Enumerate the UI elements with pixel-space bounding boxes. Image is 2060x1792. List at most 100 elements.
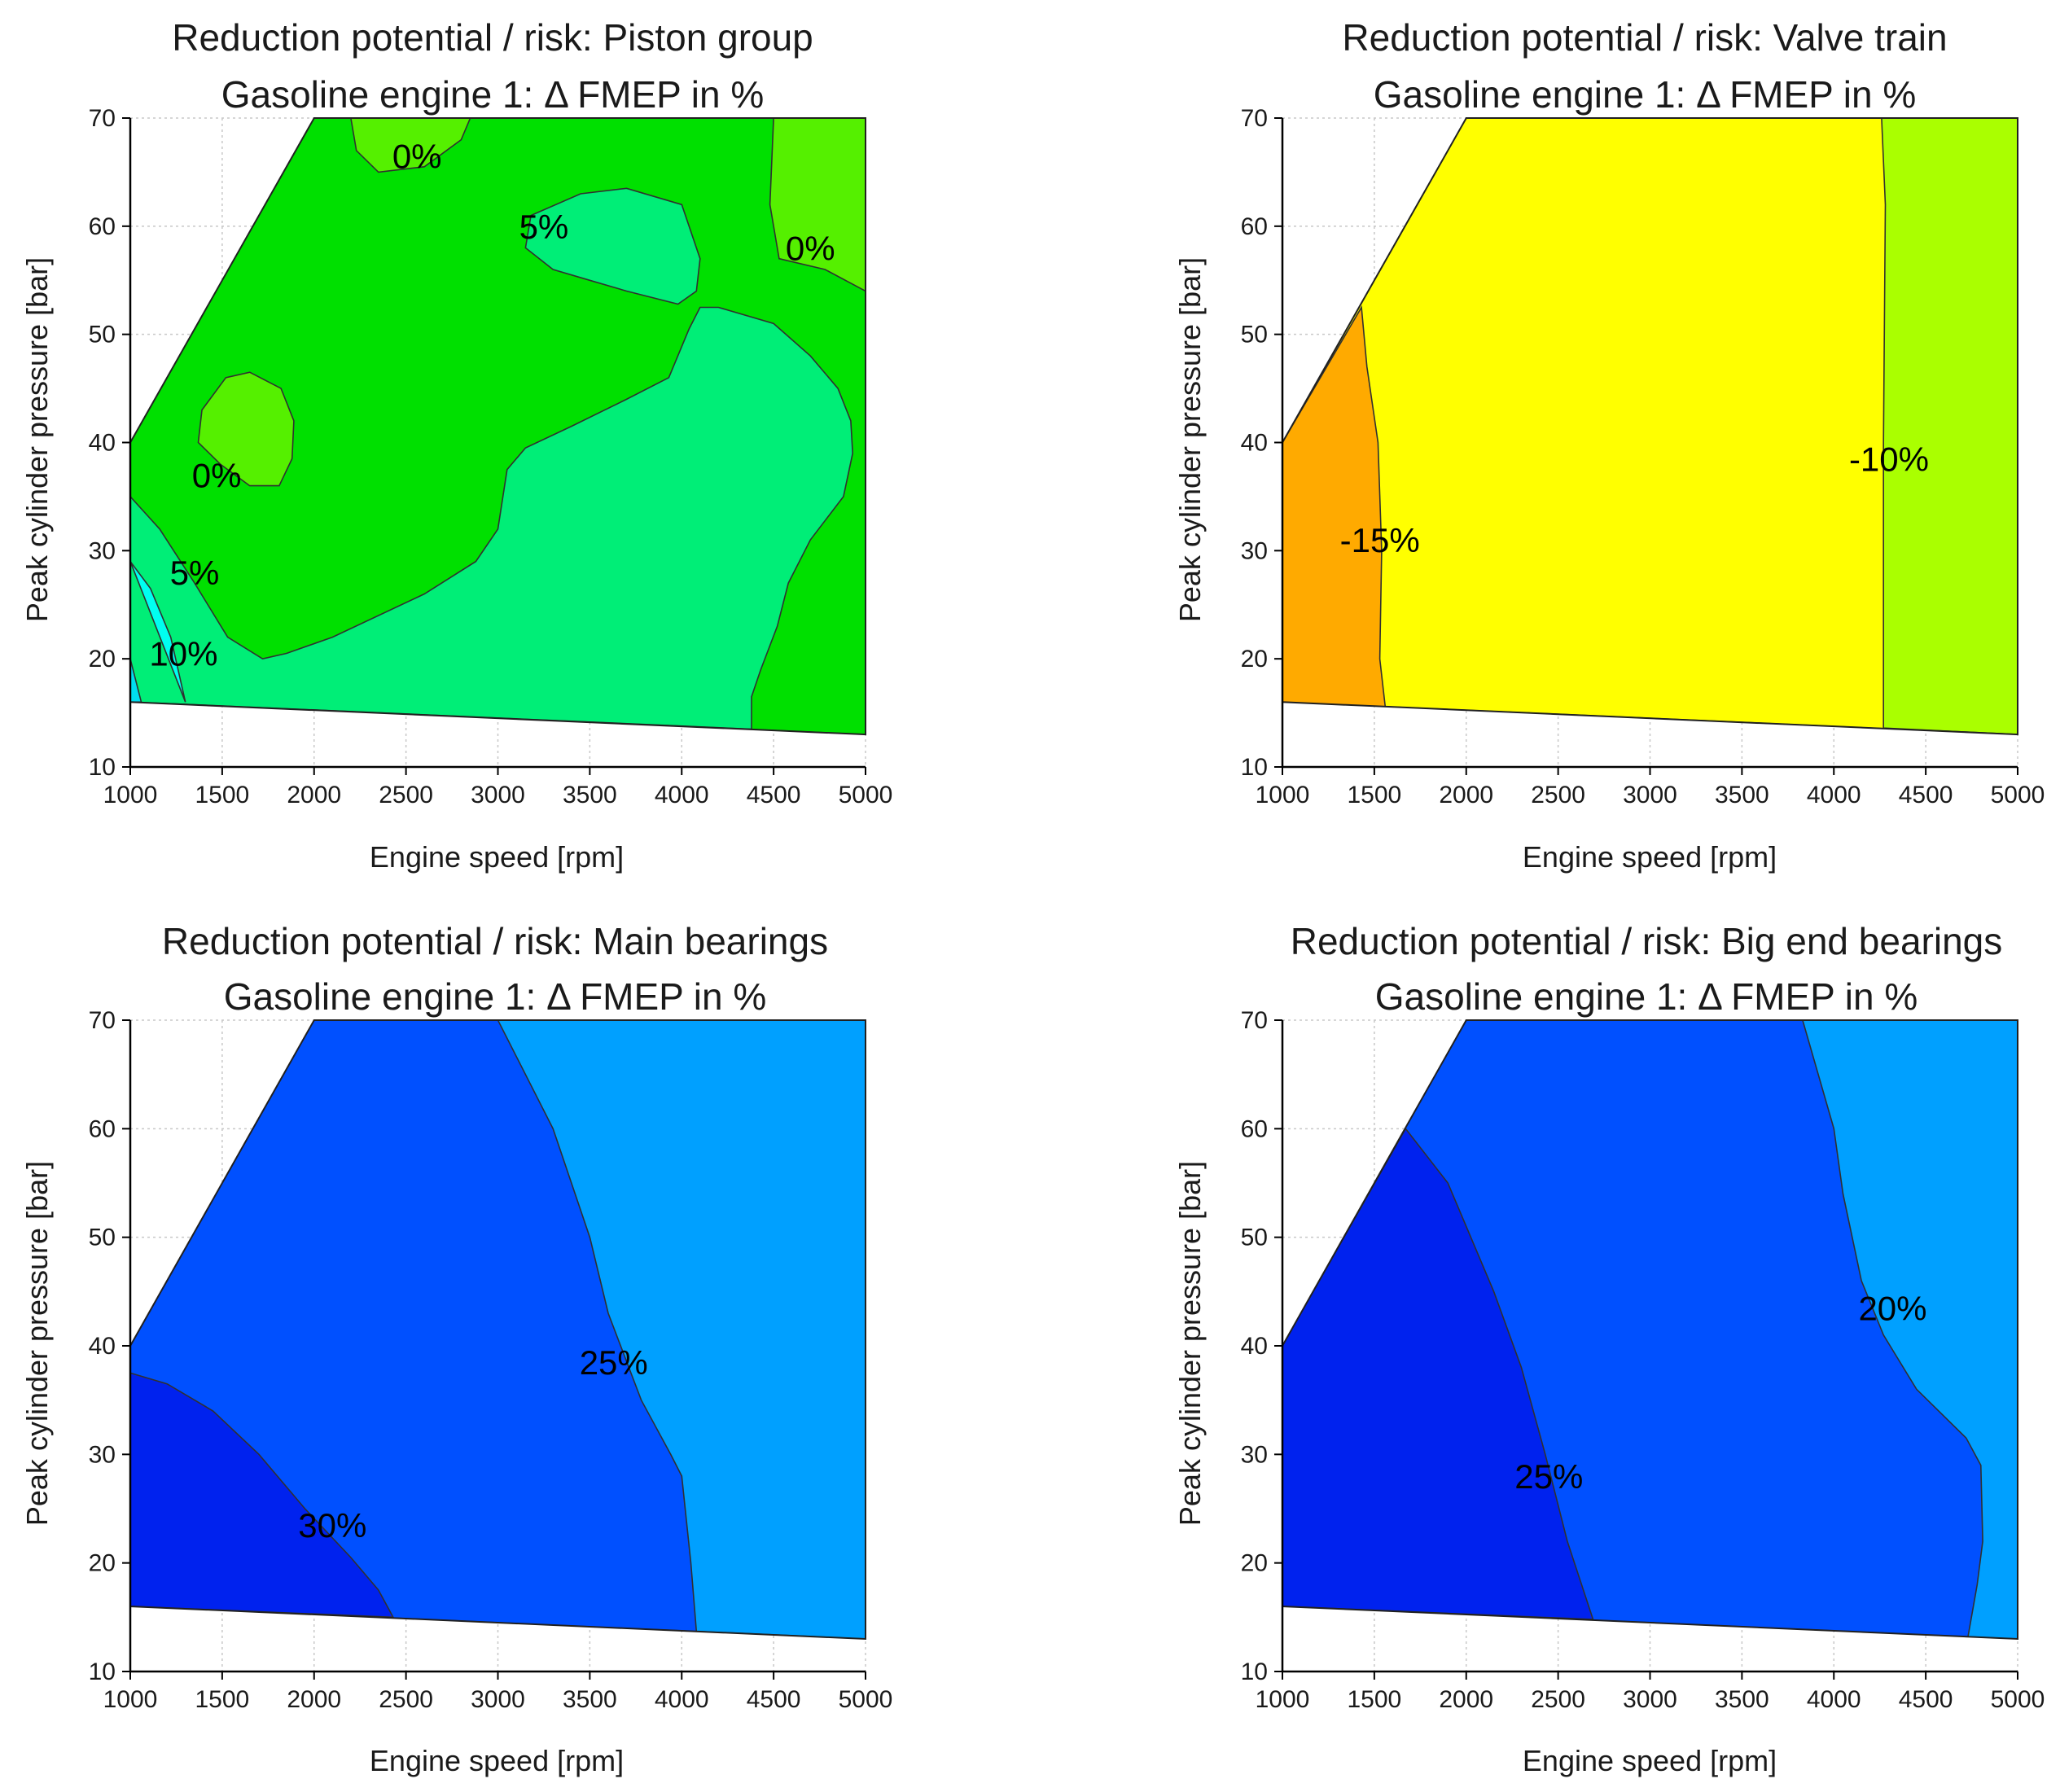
- x-tick-label: 2000: [1439, 782, 1493, 808]
- axis-ticks: 1000 1500 2000 2500 3000 3500 4000 4500 5000 10 20…: [1241, 105, 2045, 808]
- x-tick-label: 1500: [1348, 782, 1402, 808]
- y-tick-label: 70: [1241, 1007, 1268, 1034]
- contour-label-text: 0%: [192, 456, 242, 494]
- contour-label: 30%: [0, 0, 366, 1544]
- x-tick-label: 3500: [563, 782, 617, 808]
- axis-ticks: 1000 1500 2000 2500 3000 3500 4000 4500 5000 10 20…: [1241, 1007, 2045, 1713]
- contour-label-text: 25%: [1514, 1457, 1583, 1496]
- contour-region-20pct: [497, 1020, 866, 1639]
- y-tick-label: 20: [1241, 646, 1268, 673]
- y-tick-label: 50: [1241, 322, 1268, 348]
- contour-label-text: 20%: [1858, 1289, 1926, 1327]
- x-tick-label: 1000: [1256, 782, 1310, 808]
- contour-region-10pct: [130, 561, 186, 703]
- y-tick-label: 40: [89, 430, 116, 457]
- y-tick-label: 50: [89, 322, 116, 348]
- x-axis-label: Engine speed [rpm]: [370, 1744, 624, 1777]
- chart-subtitle: Gasoline engine 1: Δ FMEP in %: [1375, 975, 1918, 1018]
- contour-label-text: 0%: [392, 137, 442, 175]
- x-tick-label: 4000: [655, 782, 709, 808]
- x-axis-label: Engine speed [rpm]: [370, 840, 624, 874]
- x-tick-label: 3500: [1715, 1686, 1769, 1713]
- x-tick-label: 2000: [287, 782, 341, 808]
- y-tick-label: 30: [1241, 1441, 1268, 1468]
- contour-label: 5%: [0, 0, 219, 592]
- chart-title: Reduction potential / risk: Main bearing…: [162, 920, 828, 962]
- plot-area: 1000 1500 2000 2500 3000 3500 4000 4500 5000 10 20…: [0, 0, 2045, 808]
- y-axis-label: Peak cylinder pressure [bar]: [1173, 257, 1207, 622]
- y-tick-label: 10: [89, 754, 116, 781]
- y-tick-label: 50: [89, 1225, 116, 1251]
- y-tick-label: 60: [89, 1115, 116, 1142]
- y-tick-label: 40: [1241, 430, 1268, 457]
- y-axis-label: Peak cylinder pressure [bar]: [1173, 1161, 1207, 1526]
- x-tick-label: 2000: [287, 1686, 341, 1713]
- contour-region-0pct: [349, 118, 471, 173]
- x-tick-label: 2500: [1531, 782, 1585, 808]
- x-tick-label: 4500: [1899, 1686, 1953, 1713]
- contour-region--10pct: [1881, 118, 2018, 735]
- plot-area: 1000 1500 2000 2500 3000 3500 4000 4500 5000 10 20…: [0, 0, 2045, 1713]
- chart-subtitle: Gasoline engine 1: Δ FMEP in %: [1374, 73, 1917, 116]
- x-tick-label: 1000: [103, 1686, 158, 1713]
- contour-label: 25%: [0, 0, 648, 1382]
- x-tick-label: 2500: [379, 1686, 433, 1713]
- contour-label-text: 5%: [170, 554, 220, 592]
- x-tick-label: 3000: [1623, 1686, 1677, 1713]
- contour-label-text: 25%: [580, 1343, 648, 1382]
- contour-label-text: -15%: [1340, 521, 1420, 559]
- y-tick-label: 10: [1241, 1658, 1268, 1685]
- x-tick-label: 1000: [1256, 1686, 1310, 1713]
- contour-label-text: -10%: [1849, 440, 1929, 478]
- contour-label-text: 5%: [519, 208, 569, 246]
- contour-label-text: 0%: [786, 229, 835, 267]
- x-tick-label: 4500: [1899, 782, 1953, 808]
- x-tick-label: 3500: [1715, 782, 1769, 808]
- x-tick-label: 5000: [839, 782, 893, 808]
- contour-regions: [1282, 1020, 2018, 1639]
- x-axis-label: Engine speed [rpm]: [1523, 1744, 1777, 1777]
- y-tick-label: 30: [1241, 537, 1268, 564]
- x-tick-label: 2500: [379, 782, 433, 808]
- x-tick-label: 5000: [1991, 1686, 2045, 1713]
- x-axis-label: Engine speed [rpm]: [1523, 840, 1777, 874]
- plot-area: 1000 1500 2000 2500 3000 3500 4000 4500 5000 10 20…: [0, 0, 892, 1713]
- contour-labels: -15% -10%: [0, 0, 1929, 559]
- contour-regions: [130, 1020, 866, 1639]
- y-tick-label: 70: [1241, 105, 1268, 132]
- y-tick-label: 60: [1241, 213, 1268, 240]
- chart-subtitle: Gasoline engine 1: Δ FMEP in %: [224, 975, 767, 1018]
- y-tick-label: 70: [89, 105, 116, 132]
- x-tick-label: 4500: [747, 782, 801, 808]
- contour-regions: [1282, 118, 2018, 735]
- contour-label: 5%: [0, 0, 568, 246]
- x-tick-label: 5000: [839, 1686, 893, 1713]
- contour-region-0pct: [769, 118, 866, 292]
- x-tick-label: 1500: [195, 1686, 250, 1713]
- x-tick-label: 5000: [1991, 782, 2045, 808]
- contour-label: 10%: [0, 0, 217, 673]
- contour-region-30pct: [130, 1372, 395, 1619]
- contour-label: 20%: [0, 0, 1927, 1328]
- contour-labels: 0% 5% 0% 0% 5% 10%: [0, 0, 835, 673]
- contour-label: 0%: [0, 0, 241, 494]
- chart-title: Reduction potential / risk: Piston group: [172, 16, 813, 59]
- contour-label: -15%: [0, 0, 1420, 559]
- y-tick-label: 60: [89, 213, 116, 240]
- contour-label: 0%: [0, 0, 835, 267]
- axis-ticks: 1000 1500 2000 2500 3000 3500 4000 4500 5000 10 20…: [89, 105, 893, 808]
- x-tick-label: 2000: [1439, 1686, 1493, 1713]
- x-tick-label: 3500: [563, 1686, 617, 1713]
- y-tick-label: 30: [89, 1441, 116, 1468]
- contour-label-background: [0, 0, 4, 1]
- contour-labels: 25% 20%: [0, 0, 1927, 1496]
- x-tick-label: 4000: [1807, 1686, 1861, 1713]
- y-tick-label: 10: [89, 1658, 116, 1685]
- panel-valve-train: Reduction potential / risk: Valve train …: [0, 0, 2045, 874]
- y-tick-label: 60: [1241, 1115, 1268, 1142]
- y-tick-label: 40: [89, 1333, 116, 1360]
- chart-subtitle: Gasoline engine 1: Δ FMEP in %: [221, 73, 765, 116]
- y-tick-label: 40: [1241, 1333, 1268, 1360]
